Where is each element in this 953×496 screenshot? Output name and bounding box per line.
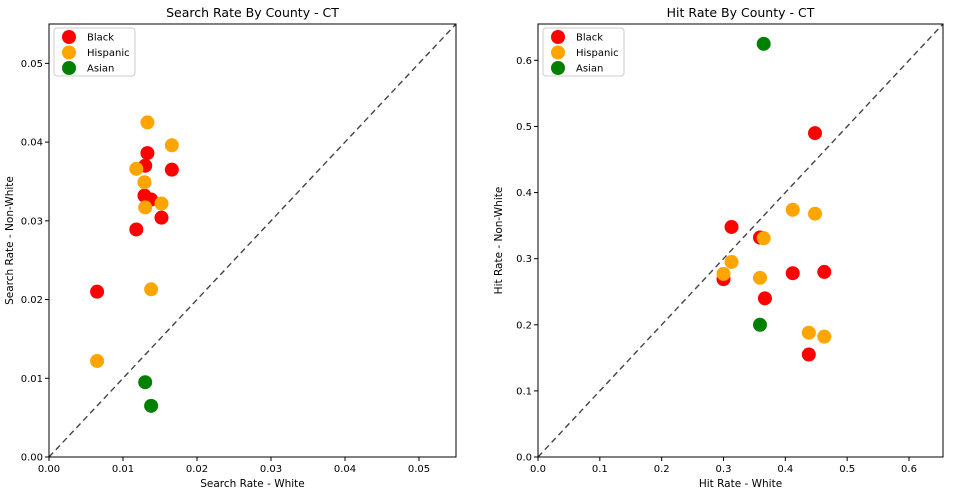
series-hispanic (90, 115, 179, 368)
x-tick-label: 0.5 (839, 464, 855, 475)
chart-title: Hit Rate By County - CT (667, 5, 815, 20)
y-tick-label: 0.2 (516, 320, 532, 331)
data-point-black (129, 222, 144, 237)
data-point-black (90, 284, 105, 299)
chart-search: Search Rate By County - CT 0.00 0.01 0.02 0.… (4, 5, 457, 490)
data-point-hispanic (817, 329, 832, 344)
y-tick-label: 0.5 (516, 122, 532, 133)
x-tick-label: 0.1 (592, 464, 608, 475)
y-tick-label: 0.03 (21, 216, 43, 227)
data-point-asian (144, 398, 159, 413)
legend-marker-hispanic (551, 45, 565, 60)
series-asian (138, 375, 159, 413)
data-point-hispanic (801, 325, 816, 340)
legend-label-asian: Asian (87, 64, 114, 75)
data-point-hispanic (752, 270, 767, 285)
data-point-black (757, 291, 772, 306)
y-tick-label: 0.04 (21, 138, 43, 149)
data-point-black (724, 219, 739, 234)
y-tick-label: 0.05 (21, 59, 43, 70)
legend-label-hispanic: Hispanic (87, 48, 130, 59)
x-tick-label: 0.6 (901, 464, 917, 475)
x-tick-label: 0.01 (112, 464, 134, 475)
y-tick-label: 0.1 (516, 386, 532, 397)
chart-title: Search Rate By County - CT (166, 5, 339, 20)
data-point-black (154, 210, 169, 225)
legend-marker-black (551, 30, 565, 44)
x-tick-label: 0.3 (716, 464, 732, 475)
legend: Black Hispanic Asian (542, 27, 625, 77)
x-tick-label: 0.2 (654, 464, 670, 475)
legend-marker-asian (551, 61, 565, 75)
x-axis-label: Hit Rate - White (699, 478, 782, 490)
data-point-hispanic (144, 282, 159, 297)
y-axis-label: Hit Rate - Non-White (493, 187, 505, 295)
plot-frame (48, 23, 457, 458)
chart-hit: Hit Rate By County - CT 0.0 0.1 0.2 0.3 0.4 0.… (493, 5, 944, 490)
legend: Black Hispanic Asian (53, 27, 136, 77)
x-axis-label: Search Rate - White (200, 478, 304, 490)
diagonal-reference-line (48, 23, 457, 458)
data-point-hispanic (756, 231, 771, 246)
data-point-hispanic (154, 196, 169, 211)
series-black (90, 146, 179, 299)
x-tick-label: 0.02 (186, 464, 208, 475)
x-tick-label: 0.04 (334, 464, 356, 475)
data-point-hispanic (138, 200, 153, 215)
data-point-black (808, 126, 823, 141)
legend-label-black: Black (87, 33, 114, 44)
x-tick-label: 0.05 (408, 464, 430, 475)
y-axis-label: Search Rate - Non-White (4, 176, 16, 305)
y-tick-label: 0.6 (516, 56, 532, 67)
y-tick-label: 0.4 (516, 188, 532, 199)
data-point-hispanic (140, 115, 155, 130)
data-point-hispanic (164, 138, 179, 153)
series-asian (752, 36, 771, 332)
data-point-hispanic (137, 175, 152, 190)
x-tick-label: 0.0 (530, 464, 546, 475)
x-tick-label: 0.4 (777, 464, 793, 475)
data-point-asian (752, 317, 767, 332)
legend-marker-hispanic (62, 45, 76, 60)
y-tick-label: 0.01 (21, 374, 43, 385)
data-point-asian (756, 36, 771, 51)
data-point-hispanic (724, 254, 739, 269)
data-point-black (785, 266, 800, 281)
legend-marker-asian (62, 61, 76, 75)
diagonal-reference-line (537, 23, 944, 458)
data-point-hispanic (808, 206, 823, 221)
data-point-hispanic (90, 353, 105, 368)
data-point-hispanic (129, 161, 144, 176)
data-point-black (164, 162, 179, 177)
x-tick-label: 0.03 (260, 464, 282, 475)
y-tick-label: 0.3 (516, 254, 532, 265)
x-tick-label: 0.00 (38, 464, 60, 475)
data-point-asian (138, 375, 153, 390)
legend-label-hispanic: Hispanic (576, 48, 619, 59)
data-point-hispanic (785, 202, 800, 217)
series-hispanic (716, 202, 832, 344)
data-point-black (817, 264, 832, 279)
legend-label-black: Black (576, 33, 603, 44)
data-point-hispanic (716, 266, 731, 281)
data-point-black (140, 146, 155, 161)
legend-marker-black (62, 30, 76, 44)
data-point-black (801, 347, 816, 362)
legend-label-asian: Asian (576, 64, 603, 75)
y-tick-label: 0.0 (516, 453, 532, 464)
y-tick-label: 0.02 (21, 295, 43, 306)
plot-frame (537, 23, 944, 458)
y-tick-label: 0.00 (21, 453, 43, 464)
